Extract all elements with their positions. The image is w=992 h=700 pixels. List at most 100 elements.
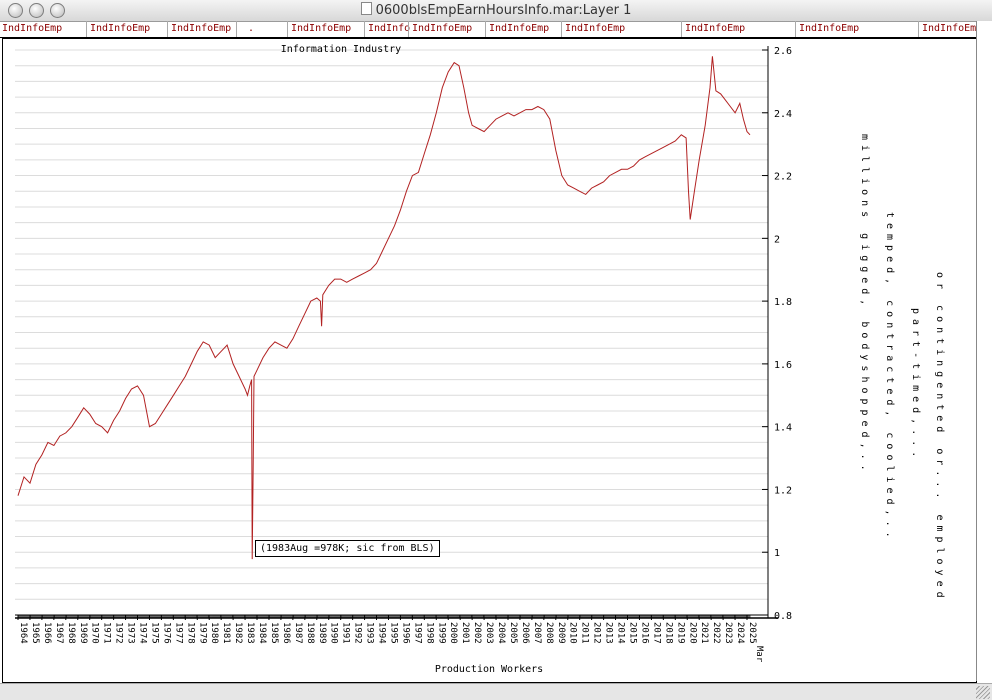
x-tick-label: 1992 [353,622,363,644]
x-axis-labels: 1964 1965 1966 1967 1968 1969 1970 1971 1972 1973… [18,622,764,663]
close-button[interactable] [8,3,23,18]
x-tick-label: 2021 [699,622,709,644]
x-tick-label: 2025 [747,622,757,644]
header-label: IndInfoEmp [922,23,983,34]
x-tick-label: 1986 [281,622,291,644]
series-label-strip: IndInfoEmp IndInfoEmp IndInfoEmp . IndIn… [0,21,992,38]
x-tick-label: 2013 [604,622,614,644]
x-tick-label: 1976 [161,622,171,644]
window-title-text: 0600blsEmpEarnHoursInfo.mar:Layer 1 [375,3,632,18]
x-tick-label: 1980 [209,622,219,644]
x-tick-label: 1996 [400,622,410,644]
x-tick-label: 2010 [568,622,578,644]
chart-grid [15,49,768,616]
x-tick-label: 1971 [102,622,112,644]
x-tick-label: 1984 [257,622,267,644]
header-label: IndInfoEmp [291,23,352,34]
header-label: IndInfoEmp [799,23,860,34]
zoom-button[interactable] [50,3,65,18]
x-tick-label: 1977 [173,622,183,644]
x-tick-label-last: Mar [754,646,764,663]
window-bottom-bar [0,683,992,700]
header-label: IndInfoEmp [171,23,232,34]
header-label: IndInfoEmp [565,23,626,34]
y-tick-label: 1.2 [774,485,792,496]
x-tick-label: 2001 [460,622,470,644]
x-tick-label: 1972 [114,622,124,644]
x-tick-label: 2002 [472,622,482,644]
x-tick-label: 1973 [126,622,136,644]
y-tick-label: 1.6 [774,360,792,371]
x-tick-label: 1993 [365,622,375,644]
y-tick-label: 2.2 [774,172,792,183]
chart-title: Information Industry [281,44,401,55]
x-tick-label: 2022 [711,622,721,644]
document-icon [360,2,372,15]
x-tick-label: 1965 [30,622,40,644]
x-tick-label: 1985 [269,622,279,644]
x-tick-label: 1964 [18,622,28,644]
x-tick-label: 1969 [78,622,88,644]
x-tick-label: 1975 [149,622,159,644]
minimize-button[interactable] [29,3,44,18]
y-tick-label: 2 [774,234,780,245]
resize-grip-icon[interactable] [976,686,990,699]
x-tick-label: 2004 [496,622,506,644]
y-tick-label: 2.4 [774,109,792,120]
window-titlebar: 0600blsEmpEarnHoursInfo.mar:Layer 1 [0,0,992,22]
window-right-edge [976,21,992,681]
side-note-4: or contingented or... employed [934,272,945,603]
header-label: IndInfoEmp [412,23,473,34]
x-tick-label: 1989 [317,622,327,644]
x-tick-label: 2000 [448,622,458,644]
side-note-1: millions gigged, bodyshopped,.. [859,134,870,476]
y-tick-label: 1.8 [774,297,792,308]
x-tick-label: 2020 [687,622,697,644]
x-tick-label: 1981 [221,622,231,644]
x-tick-label: 1979 [197,622,207,644]
x-tick-label: 2012 [592,622,602,644]
x-tick-label: 1988 [305,622,315,644]
y-tick-label: 0.8 [774,611,792,622]
x-tick-label: 2008 [544,622,554,644]
x-tick-label: 1995 [388,622,398,644]
series-line [17,56,751,560]
x-tick-label: 1990 [329,622,339,644]
x-axis-title: Production Workers [435,664,543,675]
x-tick-label: 2009 [556,622,566,644]
x-tick-label: 1999 [436,622,446,644]
x-tick-label: 2005 [508,622,518,644]
x-tick-label: 1991 [341,622,351,644]
x-tick-label: 2016 [639,622,649,644]
y-tick-label: 1 [774,548,780,559]
x-tick-label: 1978 [185,622,195,644]
y-tick-label: 2.6 [774,46,792,57]
x-tick-label: 2007 [532,622,542,644]
x-tick-label: 2003 [484,622,494,644]
x-tick-label: 2015 [628,622,638,644]
x-tick-label: 1983 [245,622,255,644]
x-tick-label: 2011 [580,622,590,644]
x-tick-label: 1968 [66,622,76,644]
x-tick-label: 1994 [377,622,387,644]
x-tick-label: 2024 [735,622,745,644]
x-tick-label: 2006 [520,622,530,644]
data-annotation: (1983Aug =978K; sic from BLS) [255,540,440,557]
x-tick-label: 1974 [138,622,148,644]
header-label: IndInfoEmp [90,23,151,34]
header-label: IndInfoEmp [685,23,746,34]
x-tick-label: 2017 [651,622,661,644]
header-label: IndInfoEmp [489,23,550,34]
x-tick-label: 1966 [42,622,52,644]
window-title: 0600blsEmpEarnHoursInfo.mar:Layer 1 [0,2,992,18]
x-tick-label: 1987 [293,622,303,644]
y-tick-label: 1.4 [774,423,792,434]
header-label: IndInfo [368,23,411,34]
side-note-3: part-timed,... [910,308,921,463]
x-tick-label: 2018 [663,622,673,644]
y-axis-labels: 0.8 1 1.2 1.4 1.6 1.8 2 2.2 2.4 2.6 [762,46,792,622]
header-label: IndInfoEmp [2,23,63,34]
x-tick-label: 2023 [723,622,733,644]
x-tick-label: 1997 [412,622,422,644]
